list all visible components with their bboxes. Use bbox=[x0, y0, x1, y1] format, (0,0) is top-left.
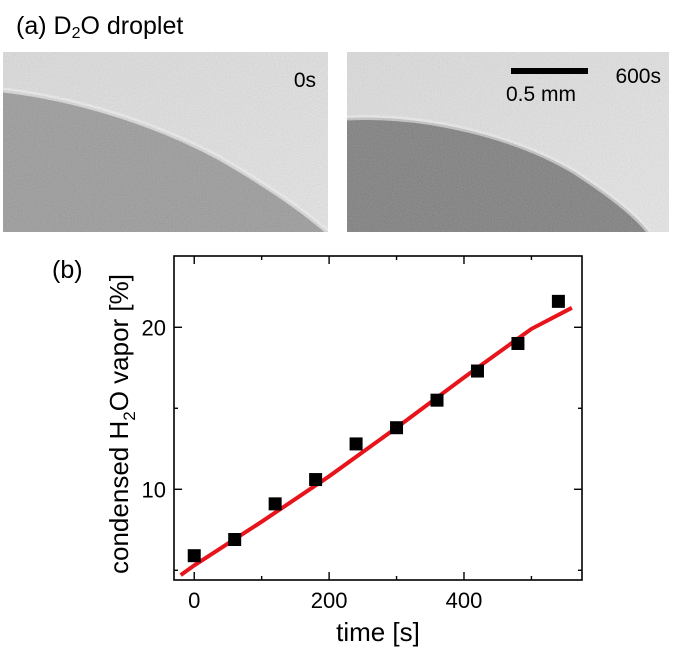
micrograph-grain bbox=[3, 52, 328, 232]
panel-b-label: (b) bbox=[52, 256, 83, 284]
fit-line bbox=[179, 306, 573, 577]
y-axis-label-part1: condensed H bbox=[104, 421, 134, 574]
micrograph-0s-image bbox=[3, 52, 328, 232]
y-axis-label-part2: O vapor [%] bbox=[104, 274, 134, 411]
plot-axes bbox=[173, 255, 583, 581]
data-point bbox=[309, 473, 323, 487]
micrograph-0s: 0s bbox=[3, 52, 328, 232]
data-point bbox=[511, 336, 525, 350]
data-point bbox=[470, 364, 484, 378]
data-point bbox=[551, 294, 565, 308]
micrograph-600s: 0.5 mm 600s bbox=[347, 52, 669, 232]
x-axis-label: time [s] bbox=[336, 617, 420, 647]
time-label-600s: 600s bbox=[615, 65, 661, 88]
x-tick-label: 0 bbox=[188, 588, 200, 613]
data-point bbox=[430, 393, 444, 407]
y-tick-label: 10 bbox=[142, 477, 166, 502]
data-point bbox=[349, 437, 363, 451]
y-axis-label: condensed H2O vapor [%] bbox=[104, 274, 139, 574]
panel-a-label: (a) D2O droplet bbox=[16, 14, 183, 42]
plot-frame bbox=[173, 255, 583, 581]
panel-a-label-prefix: (a) D bbox=[16, 12, 72, 40]
scale-bar bbox=[511, 68, 588, 74]
data-point bbox=[268, 497, 282, 511]
y-axis-label-subscript: 2 bbox=[120, 411, 139, 420]
time-label-0s: 0s bbox=[293, 69, 316, 92]
data-point bbox=[390, 421, 404, 435]
data-point bbox=[187, 549, 201, 563]
plot-fit-series bbox=[179, 306, 573, 577]
data-point bbox=[228, 533, 242, 546]
micrograph-grain bbox=[347, 52, 669, 232]
plot-tick-labels: 0 200 400 10 20 bbox=[142, 315, 483, 613]
x-tick-label: 400 bbox=[446, 588, 483, 613]
y-tick-label: 20 bbox=[142, 315, 166, 340]
micrograph-600s-image bbox=[347, 52, 669, 232]
panel-a-label-subscript: 2 bbox=[71, 25, 81, 42]
scale-bar-label: 0.5 mm bbox=[506, 83, 577, 106]
panel-a-label-suffix: O droplet bbox=[80, 12, 184, 40]
x-tick-label: 200 bbox=[311, 588, 348, 613]
plot-data-points bbox=[187, 294, 565, 563]
